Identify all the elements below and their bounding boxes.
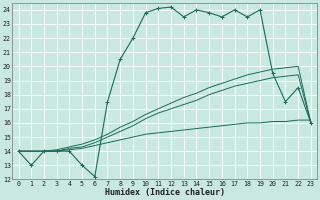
X-axis label: Humidex (Indice chaleur): Humidex (Indice chaleur) — [105, 188, 225, 197]
